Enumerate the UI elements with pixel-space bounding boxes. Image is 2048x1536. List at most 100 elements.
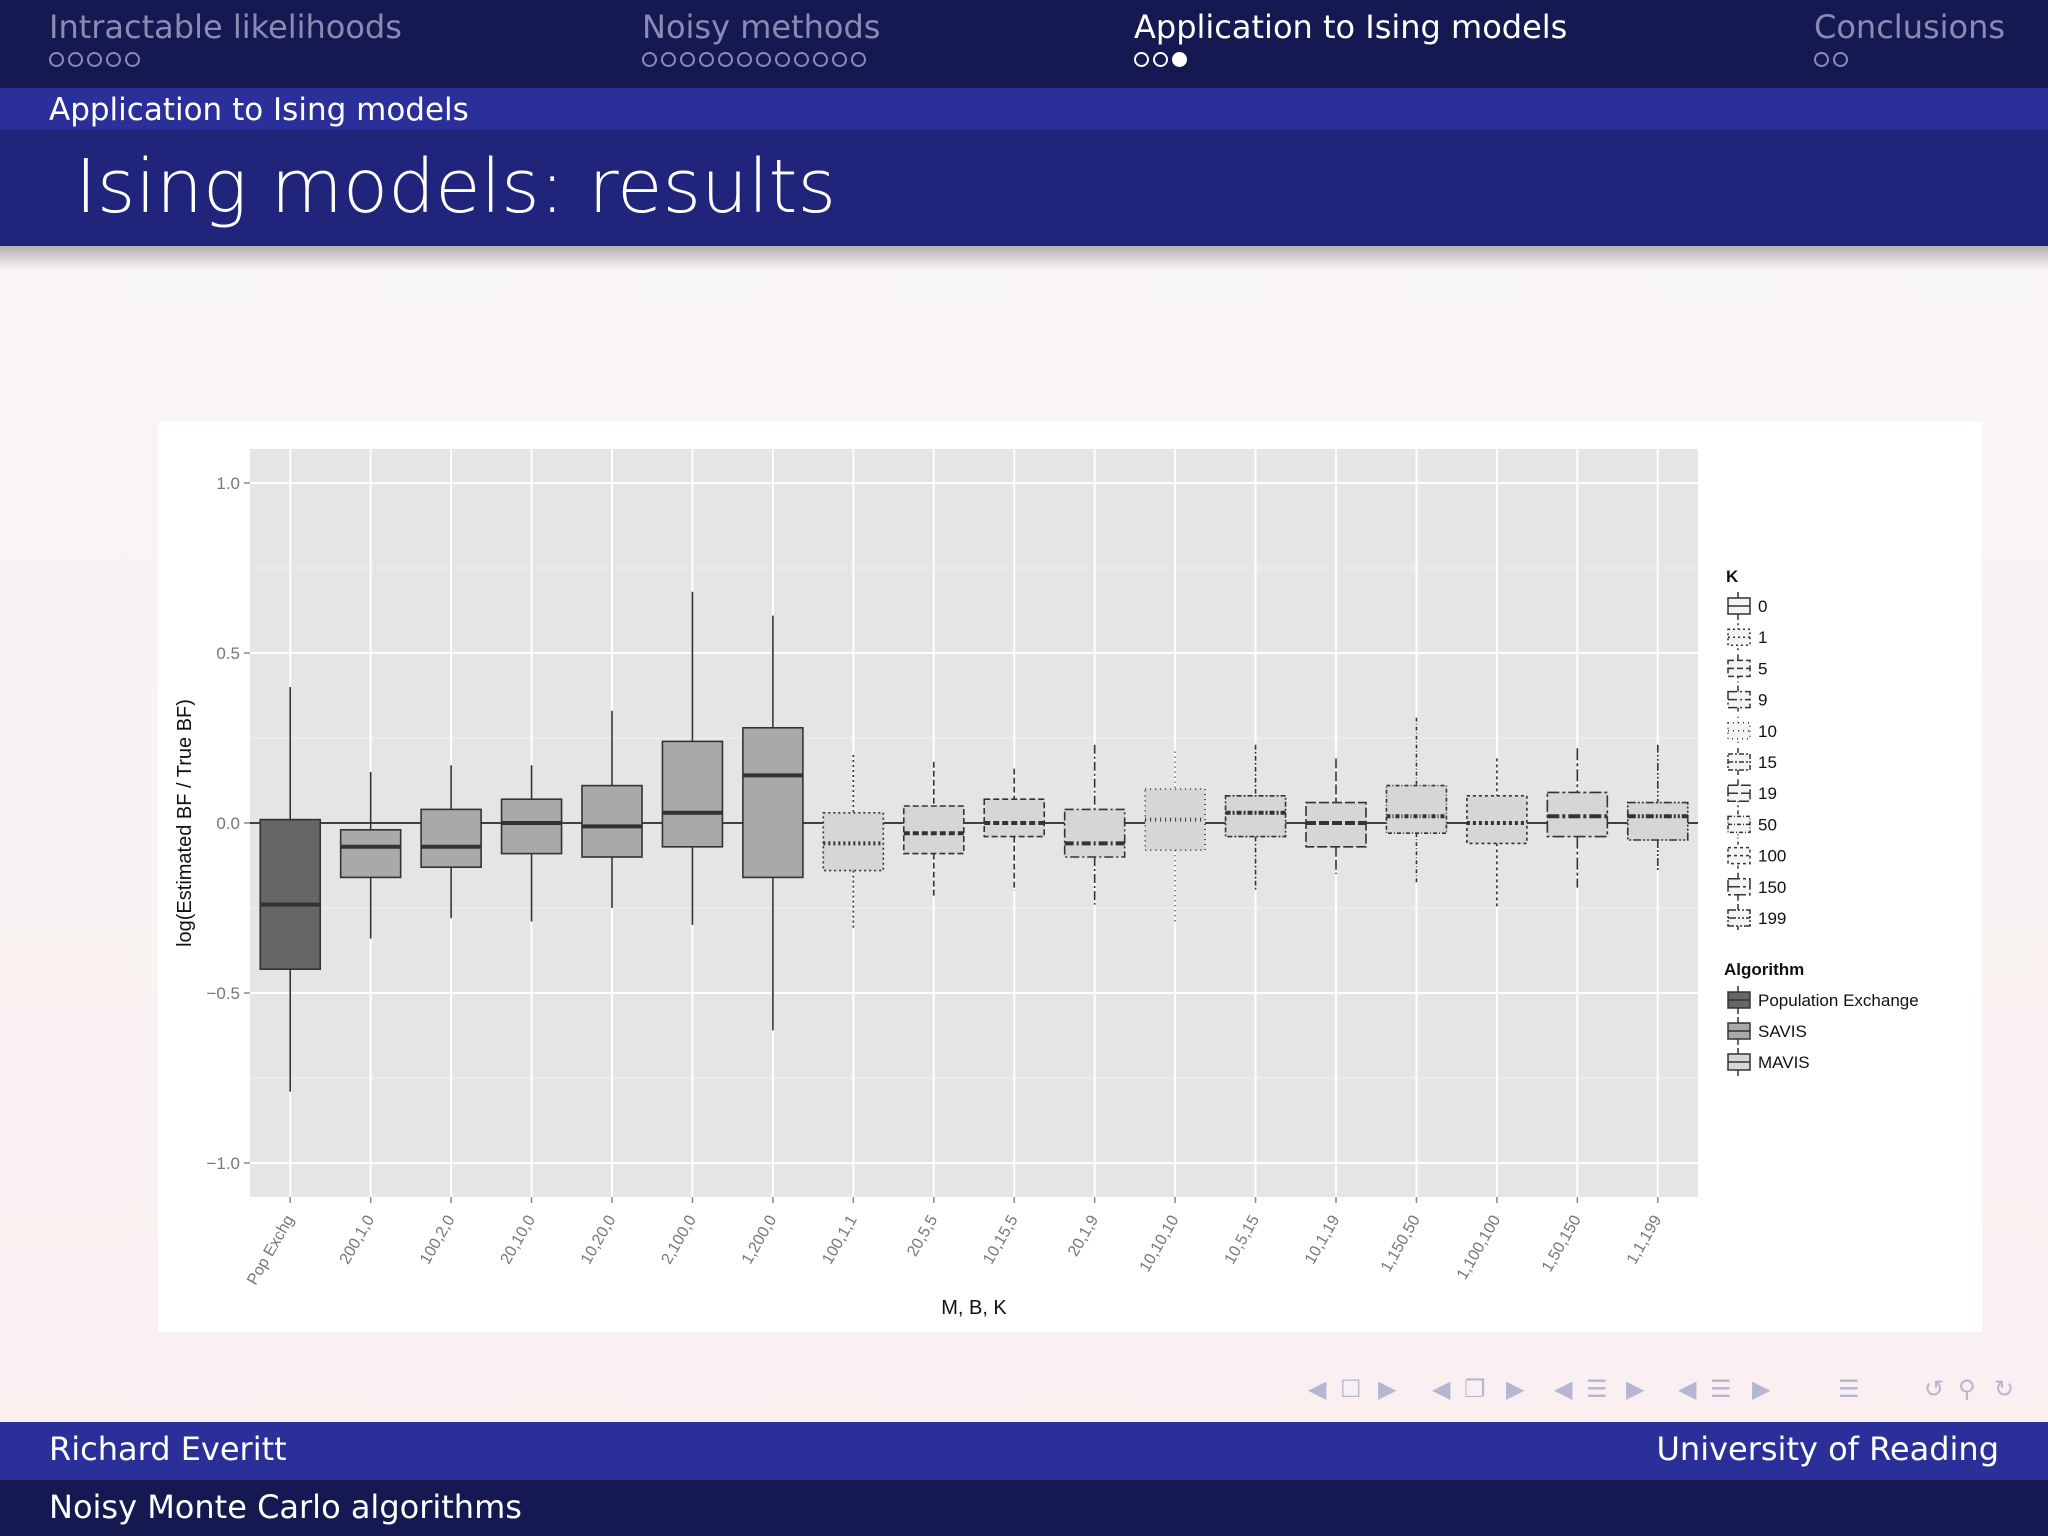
frame-icon[interactable]: ☐	[1340, 1375, 1362, 1403]
nav-frame-dot[interactable]	[1134, 52, 1149, 67]
legend-algorithm-title: Algorithm	[1724, 960, 1804, 979]
x-tick-label: 1,150,50	[1378, 1212, 1424, 1275]
nav-section-application-ising[interactable]: Application to Ising models	[1134, 8, 1567, 74]
y-tick-label: −1.0	[206, 1154, 240, 1173]
x-tick-label: 20,5,5	[904, 1212, 941, 1259]
x-tick-label: 1,100,100	[1454, 1212, 1504, 1282]
x-tick-label: 10,1,19	[1302, 1212, 1343, 1267]
nav-frame-dot[interactable]	[1814, 52, 1829, 67]
y-tick-label: −0.5	[206, 984, 240, 1003]
nav-section-noisy-methods[interactable]: Noisy methods	[642, 8, 880, 74]
nav-frame-dot[interactable]	[106, 52, 121, 67]
legend-k-label: 19	[1758, 784, 1777, 803]
nav-frame-dot[interactable]	[813, 52, 828, 67]
x-tick-label: 10,15,5	[980, 1212, 1021, 1267]
nav-frame-dots	[1814, 52, 2005, 74]
legend-k-label: 9	[1758, 691, 1767, 710]
nav-section-conclusions[interactable]: Conclusions	[1814, 8, 2005, 74]
nav-frame-dot[interactable]	[661, 52, 676, 67]
box-iqr	[1626, 801, 1689, 841]
nav-section-title: Intractable likelihoods	[49, 8, 402, 46]
x-tick-label: 1,50,150	[1539, 1212, 1585, 1275]
slide-title: Ising models: results	[75, 144, 837, 230]
nav-frame-dots	[642, 52, 880, 74]
nav-frame-dot[interactable]	[794, 52, 809, 67]
legend-k-item: 50	[1727, 810, 1777, 839]
box-iqr	[902, 805, 965, 855]
undo-icon[interactable]: ↺	[1924, 1375, 1945, 1403]
legend-k-label: 0	[1758, 597, 1767, 616]
box-iqr	[983, 798, 1046, 838]
legend-k-item: 0	[1727, 592, 1767, 620]
arrow-right-icon[interactable]: ▶	[1752, 1375, 1771, 1403]
nav-section-title: Application to Ising models	[1134, 8, 1568, 46]
box-iqr	[500, 798, 563, 855]
legend-algorithm-label: Population Exchange	[1758, 991, 1919, 1010]
box-iqr	[420, 808, 482, 868]
nav-frame-dot[interactable]	[718, 52, 733, 67]
arrow-left-icon[interactable]: ◀	[1554, 1375, 1573, 1403]
x-tick-label: 20,10,0	[498, 1212, 539, 1267]
legend-algorithm-item: MAVIS	[1727, 1048, 1810, 1076]
nav-frame-dot[interactable]	[680, 52, 695, 67]
legend-k-label: 100	[1758, 847, 1786, 866]
nav-frame-dot[interactable]	[125, 52, 140, 67]
arrow-left-icon[interactable]: ◀	[1308, 1375, 1327, 1403]
x-tick-label: 10,10,10	[1137, 1212, 1183, 1275]
legend-k-item: 1	[1727, 623, 1767, 652]
legend-k-item: 150	[1727, 872, 1786, 901]
arrow-right-icon[interactable]: ▶	[1506, 1375, 1525, 1403]
nav-frame-dot[interactable]	[68, 52, 83, 67]
arrow-left-icon[interactable]: ◀	[1432, 1375, 1451, 1403]
search-icon[interactable]: ⚲	[1958, 1375, 1976, 1403]
footer-institution: University of Reading	[1656, 1430, 2000, 1468]
nav-frame-dot[interactable]	[851, 52, 866, 67]
x-tick-label: 1,200,0	[739, 1212, 780, 1267]
y-tick-label: 0.0	[216, 814, 240, 833]
subsection-icon[interactable]: ❐	[1464, 1375, 1486, 1403]
legend-algorithm-label: MAVIS	[1758, 1053, 1810, 1072]
legend-k-label: 1	[1758, 628, 1767, 647]
arrow-right-icon[interactable]: ▶	[1626, 1375, 1645, 1403]
boxplot-svg: 1.0 0.5 0.0 −0.5 −1.0 Pop Exchg 200,1,0 100,2,0…	[174, 449, 1919, 1319]
list-icon[interactable]: ☰	[1710, 1375, 1732, 1403]
nav-frame-dot[interactable]	[642, 52, 657, 67]
section-icon[interactable]: ☰	[1586, 1375, 1608, 1403]
title-shadow	[0, 246, 2048, 270]
box-iqr	[1385, 784, 1448, 835]
box-iqr	[661, 740, 724, 848]
nav-frame-dot[interactable]	[1172, 52, 1187, 67]
nav-frame-dot[interactable]	[832, 52, 847, 67]
x-tick-label: 10,5,15	[1222, 1212, 1263, 1267]
redo-icon[interactable]: ↻	[1994, 1375, 2015, 1403]
box-iqr	[581, 784, 643, 858]
boxplot-chart: 1.0 0.5 0.0 −0.5 −1.0 Pop Exchg 200,1,0 100,2,0…	[158, 422, 1982, 1332]
x-tick-label: 200,1,0	[337, 1212, 378, 1267]
nav-frame-dot[interactable]	[1833, 52, 1848, 67]
nav-frame-dot[interactable]	[699, 52, 714, 67]
title-bar: Ising models: results	[0, 130, 2048, 246]
nav-frame-dot[interactable]	[49, 52, 64, 67]
arrow-left-icon[interactable]: ◀	[1678, 1375, 1697, 1403]
nav-frame-dot[interactable]	[737, 52, 752, 67]
legend-k-item: 5	[1727, 654, 1767, 683]
box-10-5-15: 10,5,15	[1222, 744, 1287, 1267]
nav-frame-dot[interactable]	[87, 52, 102, 67]
nav-frame-dot[interactable]	[756, 52, 771, 67]
nav-frame-dot[interactable]	[1153, 52, 1168, 67]
x-tick-label: 100,1,1	[819, 1212, 860, 1267]
legend-k-label: 5	[1758, 659, 1767, 678]
nav-section-title: Conclusions	[1814, 8, 2006, 46]
y-tick-label: 0.5	[216, 644, 240, 663]
align-icon[interactable]: ☰	[1838, 1375, 1860, 1403]
footer-author: Richard Everitt	[49, 1430, 287, 1468]
nav-frame-dots	[1134, 52, 1567, 74]
nav-section-intractable-likelihoods[interactable]: Intractable likelihoods	[49, 8, 402, 74]
legend-k-item: 19	[1727, 779, 1777, 808]
legend-k-label: 10	[1758, 722, 1777, 741]
legend-k-item: 100	[1727, 841, 1786, 870]
legend-k-item: 9	[1727, 685, 1767, 714]
box-iqr	[259, 818, 322, 971]
arrow-right-icon[interactable]: ▶	[1378, 1375, 1397, 1403]
nav-frame-dot[interactable]	[775, 52, 790, 67]
